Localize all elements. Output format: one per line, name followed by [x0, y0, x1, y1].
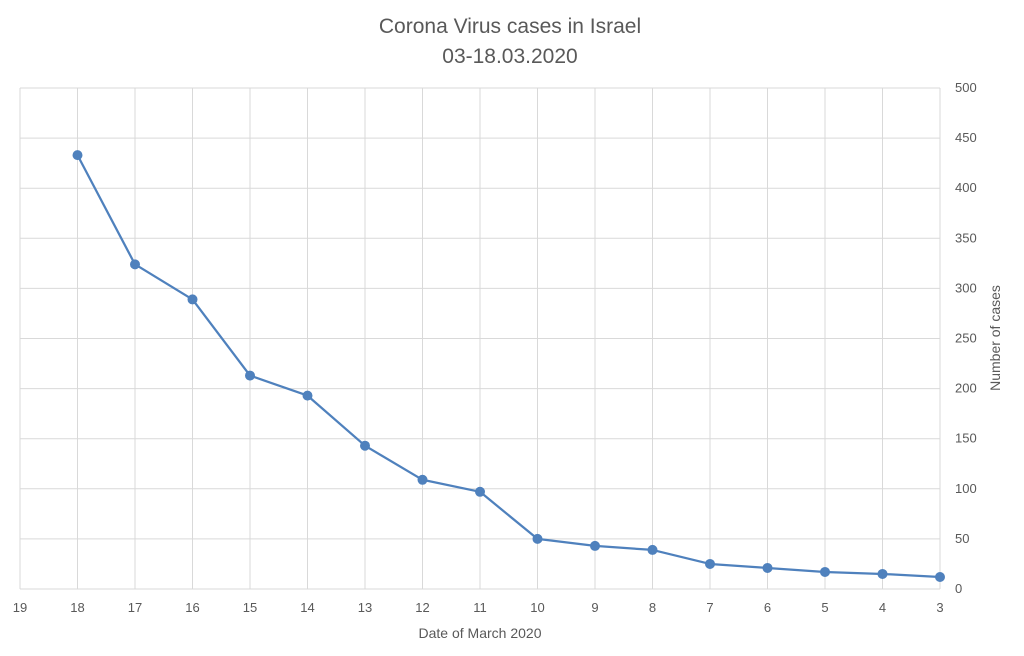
y-tick-label: 150: [955, 431, 977, 446]
y-tick-label: 100: [955, 481, 977, 496]
series: [72, 150, 945, 582]
x-tick-label: 4: [879, 600, 886, 615]
data-point: [820, 566, 830, 577]
chart-title-line-2: 03-18.03.2020: [442, 45, 577, 68]
data-point: [187, 294, 198, 305]
data-point: [72, 150, 83, 161]
data-point: [360, 440, 370, 451]
x-tick-label: 6: [764, 600, 771, 615]
data-point: [590, 540, 600, 551]
x-tick-label: 9: [591, 600, 598, 615]
y-tick-label: 500: [955, 80, 977, 95]
x-tick-label: 16: [185, 600, 199, 615]
y-tick-label: 400: [955, 180, 977, 195]
x-axis-ticks: 19 18 17 16 15 14 13 12 11 10 9 8 7 6 5 4 3: [13, 600, 944, 615]
x-tick-label: 19: [13, 600, 27, 615]
gridlines: [19, 87, 941, 590]
x-tick-label: 11: [473, 600, 487, 615]
y-tick-label: 200: [955, 381, 977, 396]
data-point: [647, 544, 658, 555]
data-point: [762, 562, 773, 573]
x-tick-label: 10: [530, 600, 544, 615]
data-point: [877, 568, 888, 579]
y-axis-ticks: 0 50 100 150 200 250 300 350 400 450 500: [955, 80, 977, 596]
x-tick-label: 3: [936, 600, 943, 615]
x-tick-label: 18: [70, 600, 84, 615]
data-point: [935, 571, 945, 582]
x-tick-label: 14: [300, 600, 314, 615]
y-tick-label: 50: [955, 531, 969, 546]
data-point: [705, 558, 715, 569]
data-point: [475, 486, 485, 497]
y-tick-label: 450: [955, 130, 977, 145]
y-axis-label: Number of cases: [987, 285, 1003, 391]
y-tick-label: 350: [955, 230, 977, 245]
x-tick-label: 15: [243, 600, 257, 615]
y-tick-label: 0: [955, 581, 962, 596]
series-line: [76, 154, 941, 579]
x-tick-label: 12: [415, 600, 429, 615]
data-point: [245, 370, 255, 381]
data-point: [532, 533, 543, 544]
x-tick-label: 8: [649, 600, 656, 615]
x-tick-label: 13: [358, 600, 372, 615]
chart-title: Corona Virus cases in Israel 03-18.03.20…: [379, 15, 641, 68]
y-tick-label: 250: [955, 331, 977, 346]
chart-title-line-1: Corona Virus cases in Israel: [379, 15, 641, 38]
x-tick-label: 7: [706, 600, 713, 615]
data-point: [417, 474, 428, 485]
x-tick-label: 17: [128, 600, 142, 615]
y-tick-label: 300: [955, 280, 977, 295]
data-point: [302, 390, 313, 401]
x-axis-label: Date of March 2020: [419, 625, 542, 641]
data-point: [130, 259, 140, 270]
x-tick-label: 5: [821, 600, 828, 615]
